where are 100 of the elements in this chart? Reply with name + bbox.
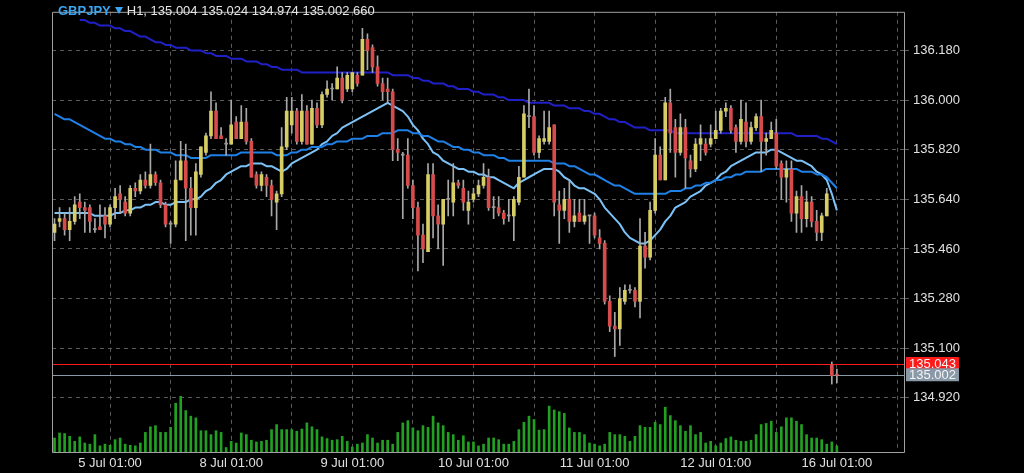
bar xyxy=(73,441,77,452)
bar xyxy=(139,442,142,452)
bar xyxy=(658,424,662,452)
bar xyxy=(613,434,617,452)
bar xyxy=(169,427,172,452)
bar xyxy=(820,439,824,452)
bar xyxy=(769,420,773,452)
bar xyxy=(280,429,283,452)
bar xyxy=(174,402,177,452)
bar xyxy=(603,443,607,452)
y-tick-label: 135.100 xyxy=(913,339,960,355)
bar xyxy=(608,432,612,452)
x-tick-label: 5 Jul 01:00 xyxy=(78,455,142,471)
bar xyxy=(487,437,490,452)
x-tick-label: 9 Jul 01:00 xyxy=(320,455,385,471)
bar xyxy=(376,442,379,452)
bar xyxy=(709,441,713,452)
x-tick-label: 8 Jul 01:00 xyxy=(199,455,263,471)
bar xyxy=(189,415,193,452)
bar xyxy=(270,429,273,452)
bar xyxy=(285,429,289,452)
bar xyxy=(361,442,364,452)
bar xyxy=(785,417,788,452)
y-tick-label: 134.920 xyxy=(913,389,960,405)
bar xyxy=(774,432,778,452)
bar xyxy=(764,423,768,452)
bar xyxy=(149,426,152,452)
bar xyxy=(507,443,511,452)
bar xyxy=(229,441,233,452)
candlestick xyxy=(98,204,102,230)
bar xyxy=(340,435,344,452)
bar xyxy=(719,442,723,452)
bar xyxy=(335,439,339,452)
bar xyxy=(492,437,495,452)
y-tick-label: 136.180 xyxy=(913,41,960,57)
bar xyxy=(699,432,702,452)
bar xyxy=(810,437,813,452)
bar xyxy=(573,432,576,452)
y-tick-label: 136.000 xyxy=(913,91,960,107)
bar xyxy=(668,415,672,452)
bar xyxy=(472,441,475,452)
bar xyxy=(462,435,465,452)
bar xyxy=(714,445,718,452)
bar xyxy=(250,439,253,452)
bar xyxy=(295,430,299,452)
bar xyxy=(68,435,71,452)
bar xyxy=(275,424,278,452)
bar xyxy=(694,434,697,452)
bar xyxy=(446,432,450,452)
bar xyxy=(154,425,157,452)
bar xyxy=(260,441,263,452)
bar xyxy=(456,439,460,452)
chart-subtitle: H1, 135.004 135.024 134.974 135.002 660 xyxy=(126,3,375,18)
bar xyxy=(356,443,359,452)
candlestick xyxy=(764,132,769,156)
bar xyxy=(83,442,87,452)
bar xyxy=(234,442,238,452)
bar xyxy=(255,441,258,452)
bar xyxy=(562,413,566,452)
candlestick xyxy=(436,204,440,250)
candlestick xyxy=(133,182,138,197)
bar xyxy=(593,443,596,452)
bar xyxy=(63,433,66,452)
bar xyxy=(451,434,455,452)
candlestick xyxy=(612,312,617,357)
bar xyxy=(290,429,294,452)
bar xyxy=(583,434,586,452)
bar xyxy=(790,417,793,452)
bar xyxy=(704,442,707,452)
bar xyxy=(396,432,400,452)
candlestick xyxy=(446,179,451,217)
candlestick xyxy=(723,102,728,117)
y-tick-label: 135.280 xyxy=(913,290,960,306)
x-tick-label: 10 Jul 01:00 xyxy=(438,455,509,471)
bar xyxy=(401,422,405,452)
candlestick xyxy=(103,207,107,239)
bar xyxy=(684,430,687,452)
bar xyxy=(598,445,601,452)
bar xyxy=(184,410,188,452)
bar xyxy=(265,439,268,452)
ref-line-label: 135.043 xyxy=(909,355,956,371)
bar xyxy=(58,432,61,452)
bar xyxy=(679,425,682,452)
bar xyxy=(800,424,803,452)
y-tick-label: 135.640 xyxy=(913,190,960,206)
bar xyxy=(780,426,783,452)
bar xyxy=(133,445,137,452)
y-tick-label: 135.460 xyxy=(913,240,960,256)
candlestick xyxy=(557,190,562,244)
bar xyxy=(128,444,132,452)
bar xyxy=(123,443,127,452)
bar xyxy=(825,443,829,452)
bar xyxy=(568,427,571,452)
bar xyxy=(497,439,501,452)
bar xyxy=(830,441,834,452)
bar xyxy=(663,406,667,452)
candlestick xyxy=(527,88,531,128)
bar xyxy=(144,432,147,452)
bar xyxy=(502,443,506,452)
bar xyxy=(467,441,470,452)
